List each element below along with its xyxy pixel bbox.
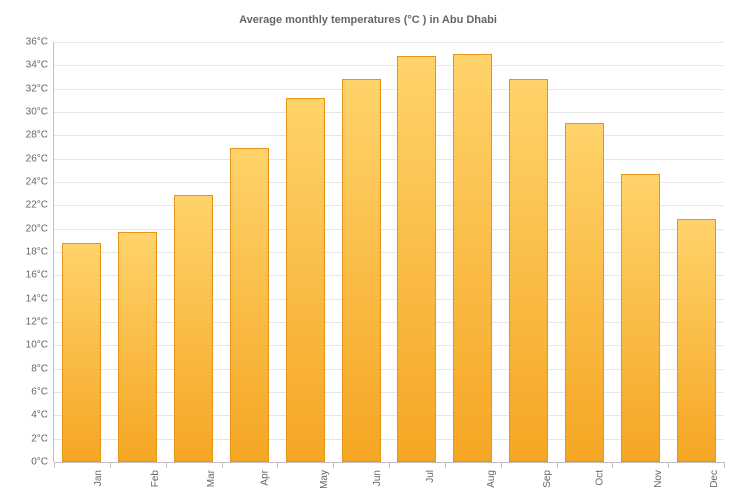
y-tick-label: 26°C xyxy=(0,153,48,164)
y-tick-label: 4°C xyxy=(0,410,48,421)
x-tick xyxy=(501,462,502,468)
bar xyxy=(677,219,716,462)
y-tick-label: 6°C xyxy=(0,387,48,398)
x-tick-label: Feb xyxy=(150,470,161,487)
y-tick-label: 20°C xyxy=(0,223,48,234)
x-tick-label: May xyxy=(319,470,330,489)
y-tick-label: 18°C xyxy=(0,247,48,258)
x-tick xyxy=(612,462,613,468)
y-tick-label: 14°C xyxy=(0,293,48,304)
x-tick xyxy=(724,462,725,468)
y-tick-label: 8°C xyxy=(0,363,48,374)
x-tick xyxy=(222,462,223,468)
bar xyxy=(62,243,101,462)
y-axis xyxy=(53,42,54,462)
x-tick-label: Nov xyxy=(653,470,664,488)
y-tick-label: 36°C xyxy=(0,37,48,48)
x-tick-label: Sep xyxy=(541,470,552,488)
x-tick xyxy=(110,462,111,468)
temperature-chart: Average monthly temperatures (°C ) in Ab… xyxy=(0,0,736,500)
y-tick-label: 10°C xyxy=(0,340,48,351)
bar xyxy=(565,123,604,463)
bar xyxy=(286,98,325,462)
x-tick xyxy=(445,462,446,468)
y-tick-label: 34°C xyxy=(0,60,48,71)
bar xyxy=(118,232,157,462)
x-tick-label: Apr xyxy=(260,470,271,486)
y-tick-label: 22°C xyxy=(0,200,48,211)
x-tick-label: Oct xyxy=(595,470,606,486)
x-tick-label: Jun xyxy=(372,470,383,486)
y-tick-label: 30°C xyxy=(0,107,48,118)
bar xyxy=(397,56,436,462)
y-tick-label: 16°C xyxy=(0,270,48,281)
x-tick xyxy=(333,462,334,468)
bar xyxy=(230,148,269,462)
bars-layer xyxy=(54,42,724,462)
x-tick-label: Mar xyxy=(206,470,217,487)
bar xyxy=(621,174,660,462)
x-tick-label: Aug xyxy=(486,470,497,488)
x-tick-label: Jan xyxy=(93,470,104,486)
bar xyxy=(509,79,548,462)
x-tick-label: Jul xyxy=(425,470,436,483)
x-tick xyxy=(557,462,558,468)
y-tick-label: 32°C xyxy=(0,83,48,94)
y-tick-label: 24°C xyxy=(0,177,48,188)
bar xyxy=(174,195,213,462)
bar xyxy=(342,79,381,462)
x-tick xyxy=(166,462,167,468)
x-tick-label: Dec xyxy=(709,470,720,488)
bar xyxy=(453,54,492,462)
plot-area xyxy=(54,42,724,462)
chart-title: Average monthly temperatures (°C ) in Ab… xyxy=(0,14,736,26)
y-tick-label: 0°C xyxy=(0,457,48,468)
y-tick-label: 12°C xyxy=(0,317,48,328)
x-tick xyxy=(389,462,390,468)
x-tick xyxy=(54,462,55,468)
x-tick xyxy=(277,462,278,468)
y-tick-label: 28°C xyxy=(0,130,48,141)
y-tick-label: 2°C xyxy=(0,433,48,444)
x-tick xyxy=(668,462,669,468)
